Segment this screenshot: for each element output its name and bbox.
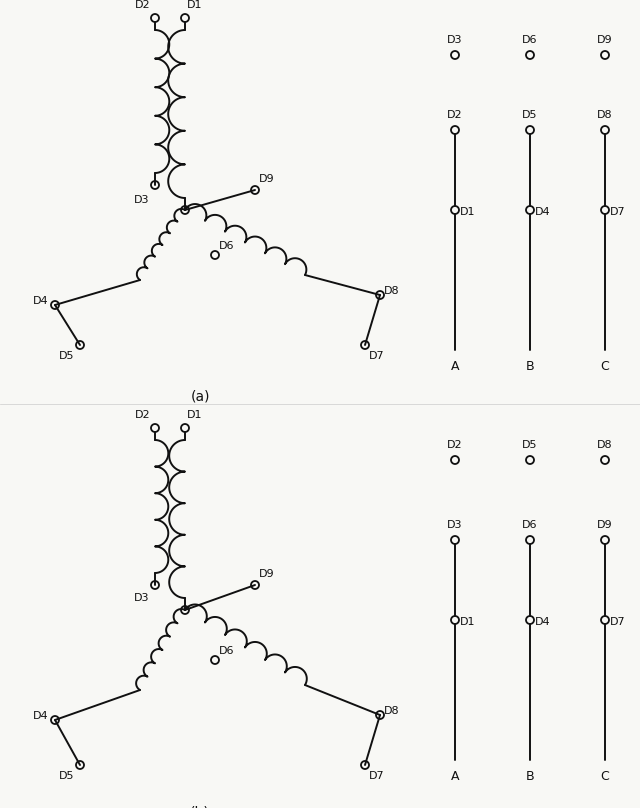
Text: D3: D3	[447, 35, 463, 45]
Text: D8: D8	[384, 706, 399, 716]
Text: A: A	[451, 770, 460, 783]
Text: D7: D7	[369, 771, 385, 781]
Text: D5: D5	[522, 440, 538, 450]
Text: D2: D2	[447, 440, 463, 450]
Text: D4: D4	[535, 207, 550, 217]
Text: D5: D5	[58, 771, 74, 781]
Text: (a): (a)	[190, 390, 210, 404]
Text: D9: D9	[597, 35, 613, 45]
Text: D4: D4	[33, 296, 49, 306]
Text: D7: D7	[610, 617, 626, 627]
Text: (b): (b)	[190, 805, 210, 808]
Text: D5: D5	[58, 351, 74, 361]
Text: D3: D3	[447, 520, 463, 530]
Text: D9: D9	[597, 520, 613, 530]
Text: D4: D4	[33, 711, 49, 721]
Text: B: B	[525, 360, 534, 373]
Text: C: C	[600, 360, 609, 373]
Text: D9: D9	[259, 569, 275, 579]
Text: D3: D3	[134, 593, 149, 603]
Text: D2: D2	[136, 0, 151, 10]
Text: D7: D7	[610, 207, 626, 217]
Text: A: A	[451, 360, 460, 373]
Text: D6: D6	[219, 241, 234, 251]
Text: D8: D8	[597, 440, 613, 450]
Text: D6: D6	[522, 35, 538, 45]
Text: B: B	[525, 770, 534, 783]
Text: D9: D9	[259, 174, 275, 184]
Text: D1: D1	[460, 617, 476, 627]
Text: D8: D8	[597, 110, 613, 120]
Text: D1: D1	[187, 0, 202, 10]
Text: D8: D8	[384, 286, 399, 296]
Text: C: C	[600, 770, 609, 783]
Text: D4: D4	[535, 617, 550, 627]
Text: D2: D2	[447, 110, 463, 120]
Text: D6: D6	[522, 520, 538, 530]
Text: D7: D7	[369, 351, 385, 361]
Text: D5: D5	[522, 110, 538, 120]
Text: D3: D3	[134, 195, 149, 205]
Text: D6: D6	[219, 646, 234, 656]
Text: D1: D1	[460, 207, 476, 217]
Text: D2: D2	[136, 410, 151, 420]
Text: D1: D1	[187, 410, 202, 420]
